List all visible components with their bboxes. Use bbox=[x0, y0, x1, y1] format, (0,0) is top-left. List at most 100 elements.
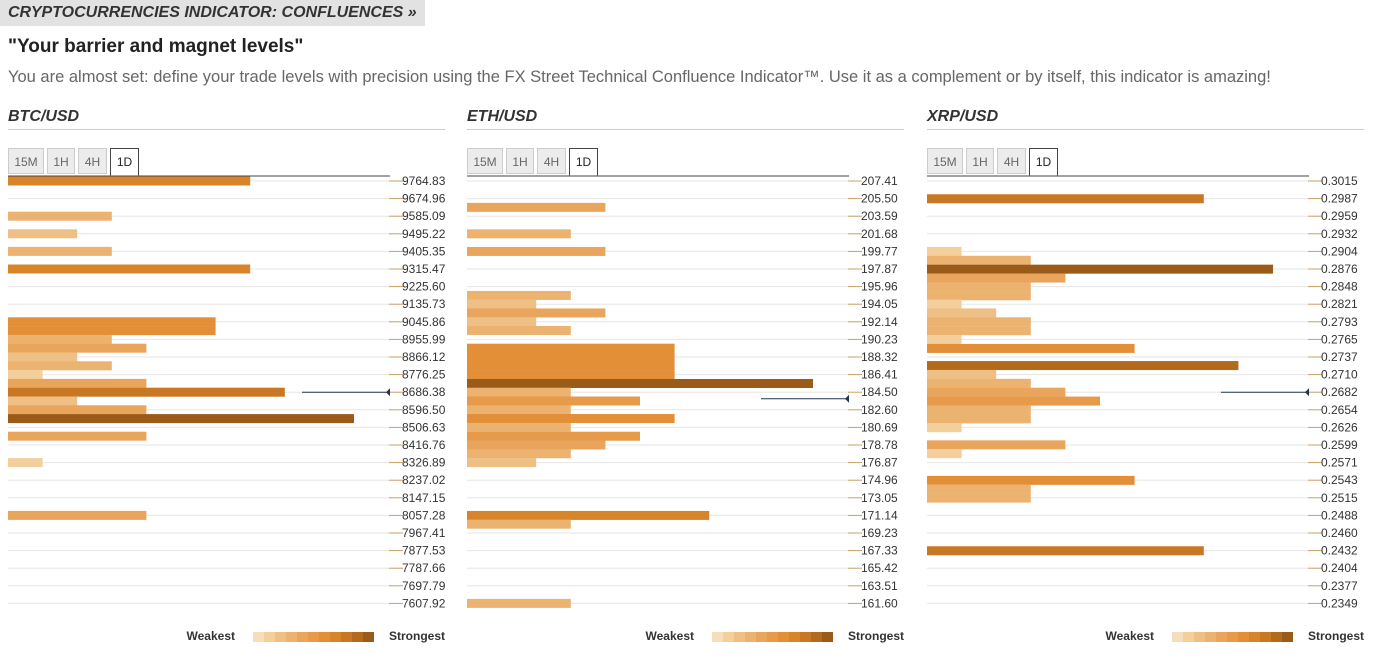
pair-title: ETH/USD bbox=[467, 108, 538, 125]
strength-legend: Weakest Strongest bbox=[467, 628, 904, 644]
confluence-bar bbox=[927, 440, 1066, 450]
level-label: 0.2682 bbox=[1321, 385, 1358, 399]
confluence-bar bbox=[467, 422, 571, 432]
level-label: 163.51 bbox=[861, 579, 898, 593]
confluence-bar bbox=[927, 484, 1031, 494]
pair-title: BTC/USD bbox=[8, 108, 80, 125]
confluence-bar bbox=[8, 264, 251, 274]
level-label: 9405.35 bbox=[402, 244, 445, 258]
legend-scale bbox=[712, 632, 833, 642]
legend-swatch bbox=[341, 632, 352, 642]
confluence-bar bbox=[927, 493, 1031, 503]
tab-15m[interactable]: 15M bbox=[8, 148, 44, 174]
level-label: 0.3015 bbox=[1321, 174, 1358, 188]
level-label: 8686.38 bbox=[402, 385, 445, 399]
confluence-bar bbox=[467, 370, 675, 380]
legend-scale bbox=[253, 632, 374, 642]
tab-15m[interactable]: 15M bbox=[467, 148, 503, 174]
confluence-bar bbox=[467, 458, 537, 468]
tab-4h[interactable]: 4H bbox=[537, 148, 566, 174]
level-label: 7967.41 bbox=[402, 526, 445, 540]
level-label: 203.59 bbox=[861, 209, 898, 223]
divider bbox=[927, 129, 1364, 130]
page-description: You are almost set: define your trade le… bbox=[8, 68, 1271, 86]
tab-4h[interactable]: 4H bbox=[997, 148, 1026, 174]
confluence-bar bbox=[927, 396, 1100, 406]
confluence-bar bbox=[927, 361, 1239, 371]
tab-1h[interactable]: 1H bbox=[966, 148, 994, 174]
level-label: 184.50 bbox=[861, 385, 898, 399]
confluence-bar bbox=[467, 387, 571, 397]
confluence-bar bbox=[467, 325, 571, 335]
tab-4h[interactable]: 4H bbox=[78, 148, 107, 174]
confluence-bar bbox=[467, 246, 606, 256]
level-label: 0.2932 bbox=[1321, 227, 1358, 241]
confluence-bar bbox=[8, 361, 112, 371]
level-label: 176.87 bbox=[861, 456, 898, 470]
confluence-bar bbox=[8, 352, 78, 362]
confluence-bar bbox=[8, 405, 147, 415]
confluence-chart: 0.3015 0.2987 0.2959 0.2932 0.2904 0.2876 0.28… bbox=[927, 174, 1358, 610]
strength-legend: Weakest Strongest bbox=[8, 628, 445, 644]
level-label: 8776.25 bbox=[402, 368, 445, 382]
level-label: 0.2377 bbox=[1321, 579, 1358, 593]
tab-1d[interactable]: 1D bbox=[1029, 148, 1058, 176]
confluence-bar bbox=[467, 343, 675, 353]
legend-swatch bbox=[800, 632, 811, 642]
level-label: 8057.28 bbox=[402, 508, 445, 522]
legend-swatch bbox=[264, 632, 275, 642]
legend-swatch bbox=[253, 632, 264, 642]
confluence-bar bbox=[927, 194, 1204, 204]
confluence-bar bbox=[927, 387, 1066, 397]
confluence-bar bbox=[467, 440, 606, 450]
tab-1h[interactable]: 1H bbox=[47, 148, 75, 174]
level-label: 9045.86 bbox=[402, 315, 445, 329]
confluence-bar bbox=[467, 361, 675, 371]
legend-swatch bbox=[330, 632, 341, 642]
confluence-bar bbox=[8, 176, 251, 186]
level-label: 0.2959 bbox=[1321, 209, 1358, 223]
level-label: 0.2488 bbox=[1321, 508, 1358, 522]
confluence-bar bbox=[927, 273, 1066, 283]
tab-1d[interactable]: 1D bbox=[569, 148, 598, 176]
level-label: 9225.60 bbox=[402, 280, 445, 294]
legend-swatch bbox=[297, 632, 308, 642]
tab-15m[interactable]: 15M bbox=[927, 148, 963, 174]
level-label: 9674.96 bbox=[402, 192, 445, 206]
level-label: 0.2710 bbox=[1321, 368, 1358, 382]
legend-swatch bbox=[811, 632, 822, 642]
tab-1h[interactable]: 1H bbox=[506, 148, 534, 174]
tab-1d[interactable]: 1D bbox=[110, 148, 139, 176]
level-label: 0.2515 bbox=[1321, 491, 1358, 505]
legend-swatch bbox=[1238, 632, 1249, 642]
confluence-bar bbox=[467, 449, 571, 459]
confluence-bar bbox=[8, 343, 147, 353]
confluence-bar bbox=[467, 352, 675, 362]
legend-swatch bbox=[756, 632, 767, 642]
legend-swatch bbox=[789, 632, 800, 642]
confluence-bar bbox=[8, 334, 112, 344]
confluence-bar bbox=[8, 387, 285, 397]
level-label: 207.41 bbox=[861, 174, 898, 188]
level-label: 8237.02 bbox=[402, 473, 445, 487]
level-label: 8866.12 bbox=[402, 350, 445, 364]
level-label: 161.60 bbox=[861, 596, 898, 610]
legend-swatch bbox=[1194, 632, 1205, 642]
confluence-bar bbox=[8, 431, 147, 441]
confluence-bar bbox=[927, 475, 1135, 485]
confluence-bar bbox=[927, 255, 1031, 265]
level-label: 9764.83 bbox=[402, 174, 445, 188]
confluence-bar bbox=[927, 308, 997, 318]
level-label: 0.2987 bbox=[1321, 192, 1358, 206]
confluence-bar bbox=[8, 378, 147, 388]
section-banner[interactable]: CRYPTOCURRENCIES INDICATOR: CONFLUENCES … bbox=[0, 0, 425, 26]
legend-swatch bbox=[734, 632, 745, 642]
level-label: 190.23 bbox=[861, 332, 898, 346]
legend-swatch bbox=[308, 632, 319, 642]
level-label: 8596.50 bbox=[402, 403, 445, 417]
divider bbox=[8, 129, 445, 130]
confluence-bar bbox=[927, 423, 962, 433]
confluence-bar bbox=[467, 396, 640, 406]
level-label: 7877.53 bbox=[402, 544, 445, 558]
legend-swatch bbox=[1271, 632, 1282, 642]
